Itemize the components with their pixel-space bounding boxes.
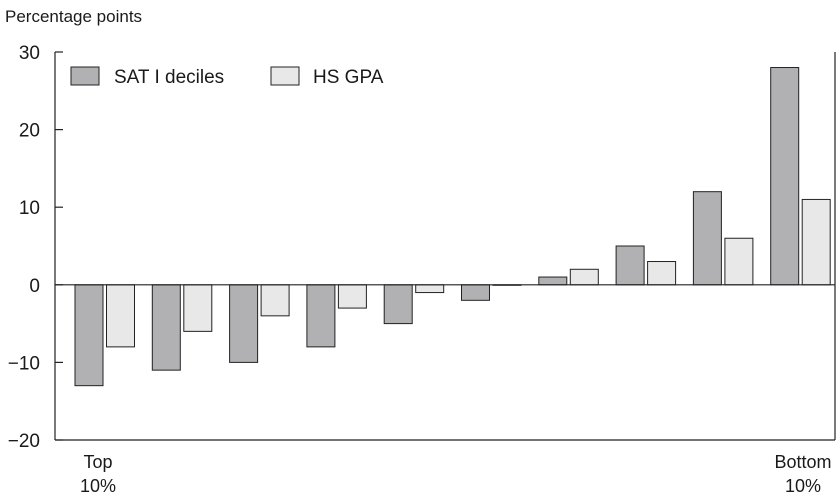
legend: SAT I deciles HS GPA — [70, 66, 384, 88]
bar-gpa-2 — [183, 284, 213, 332]
bar-sat-6 — [461, 284, 490, 301]
legend-swatch-sat — [70, 66, 100, 86]
y-tick-label: 10 — [19, 198, 40, 219]
y-tick-label: 30 — [19, 43, 40, 64]
bar-sat-8 — [615, 245, 645, 286]
category-label-top-line1: Top — [83, 452, 112, 472]
plot-area: 30 20 10 0 −10 −20 — [8, 43, 836, 452]
y-tick-label: 20 — [19, 121, 40, 142]
bar-sat-7 — [538, 276, 568, 286]
bar-sat-5 — [383, 284, 413, 325]
bar-gpa-9 — [724, 237, 754, 286]
category-labels: Top 10% Bottom 10% — [80, 452, 832, 496]
bar-sat-3 — [229, 284, 259, 363]
category-label-bottom-line2: 10% — [785, 476, 821, 496]
bar-sat-1 — [74, 284, 104, 387]
bar-sat-4 — [306, 284, 336, 348]
category-label-bottom-line1: Bottom — [774, 452, 831, 472]
bar-gpa-1 — [106, 284, 135, 348]
category-label-top-line2: 10% — [80, 476, 116, 496]
y-tick-label: −20 — [8, 431, 40, 452]
bar-sat-10 — [770, 67, 800, 286]
bar-gpa-8 — [647, 261, 677, 286]
bar-sat-2 — [151, 284, 181, 371]
y-axis-label: Percentage points — [5, 7, 142, 26]
legend-label-gpa: HS GPA — [313, 67, 384, 88]
y-tick-label: −10 — [8, 353, 40, 374]
legend-swatch-gpa — [270, 66, 300, 86]
bar-gpa-10 — [801, 198, 831, 286]
bar-gpa-4 — [337, 284, 367, 309]
bar-gpa-5 — [415, 284, 445, 294]
bar-gpa-7 — [569, 268, 599, 286]
bar-sat-9 — [692, 191, 722, 286]
y-tick-label: 0 — [29, 276, 40, 297]
legend-label-sat: SAT I deciles — [114, 67, 224, 88]
bar-gpa-3 — [260, 284, 290, 317]
